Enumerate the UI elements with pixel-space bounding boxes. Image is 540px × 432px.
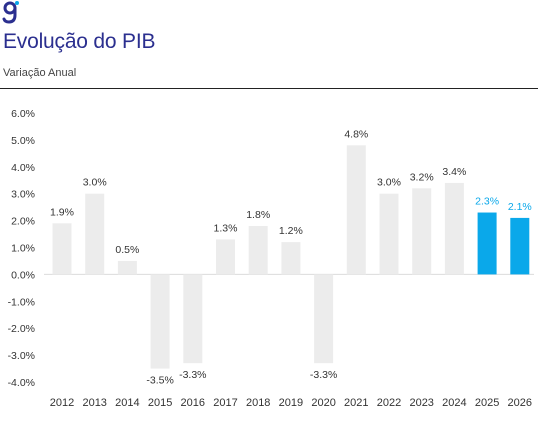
data-label-2021: 4.8%	[344, 128, 368, 140]
y-tick-label: 5.0%	[11, 135, 35, 147]
bar-2016	[183, 274, 203, 364]
data-label-2015: -3.5%	[146, 375, 173, 387]
bar-2018	[248, 225, 268, 275]
bar-2024	[444, 182, 464, 275]
x-tick-label-2013: 2013	[82, 397, 106, 409]
data-label-2023: 3.2%	[410, 171, 434, 183]
chart-subtitle: Variação Anual	[3, 67, 77, 79]
bar-2025	[477, 212, 497, 275]
bar-2012	[52, 223, 72, 275]
x-tick-label-2024: 2024	[442, 397, 466, 409]
data-label-2016: -3.3%	[179, 369, 206, 381]
y-tick-label: -4.0%	[8, 377, 35, 389]
data-label-2018: 1.8%	[246, 209, 270, 221]
y-tick-label: -3.0%	[8, 350, 35, 362]
bar-2022	[379, 193, 399, 275]
data-label-2026: 2.1%	[508, 201, 532, 213]
x-tick-label-2021: 2021	[344, 397, 368, 409]
header-divider	[0, 88, 538, 89]
y-tick-label: 1.0%	[11, 243, 35, 255]
x-tick-label-2016: 2016	[181, 397, 205, 409]
chart-title: Evolução do PIB	[3, 30, 156, 53]
x-tick-label-2025: 2025	[475, 397, 499, 409]
g-logo-icon	[2, 1, 19, 24]
data-label-2020: -3.3%	[310, 369, 337, 381]
x-tick-label-2014: 2014	[115, 397, 139, 409]
y-tick-label: -1.0%	[8, 296, 35, 308]
bar-2019	[281, 242, 301, 275]
bar-2023	[412, 188, 432, 275]
x-tick-label-2022: 2022	[377, 397, 401, 409]
bar-2020	[314, 274, 334, 364]
data-label-2024: 3.4%	[442, 166, 466, 178]
bar-2015	[150, 274, 170, 369]
bar-2014	[117, 260, 137, 275]
x-tick-label-2026: 2026	[508, 397, 532, 409]
y-tick-label: 3.0%	[11, 189, 35, 201]
bar-2026	[510, 217, 530, 275]
data-label-2017: 1.3%	[214, 222, 238, 234]
y-tick-label: 4.0%	[11, 162, 35, 174]
bar-2021	[346, 145, 366, 275]
x-tick-label-2023: 2023	[409, 397, 433, 409]
data-label-2019: 1.2%	[279, 225, 303, 237]
x-tick-label-2015: 2015	[148, 397, 172, 409]
bar-2013	[85, 193, 105, 275]
y-tick-label: 6.0%	[11, 108, 35, 120]
data-label-2013: 3.0%	[83, 177, 107, 189]
bar-2017	[216, 239, 235, 275]
x-tick-label-2017: 2017	[213, 397, 237, 409]
x-tick-label-2020: 2020	[311, 397, 335, 409]
bar-chart: 6.0% 5.0% 4.0% 3.0% 2.0% 1.0% 0.0% -1.0% -2.0% -3…	[8, 108, 534, 409]
x-tick-label-2012: 2012	[50, 397, 74, 409]
y-tick-label: 2.0%	[11, 216, 35, 228]
y-tick-label: 0.0%	[11, 269, 35, 281]
data-label-2014: 0.5%	[115, 244, 139, 256]
x-tick-label-2019: 2019	[279, 397, 303, 409]
data-label-2022: 3.0%	[377, 177, 401, 189]
x-tick-label-2018: 2018	[246, 397, 270, 409]
data-label-2025: 2.3%	[475, 196, 499, 208]
y-tick-label: -2.0%	[8, 323, 35, 335]
data-label-2012: 1.9%	[50, 206, 74, 218]
